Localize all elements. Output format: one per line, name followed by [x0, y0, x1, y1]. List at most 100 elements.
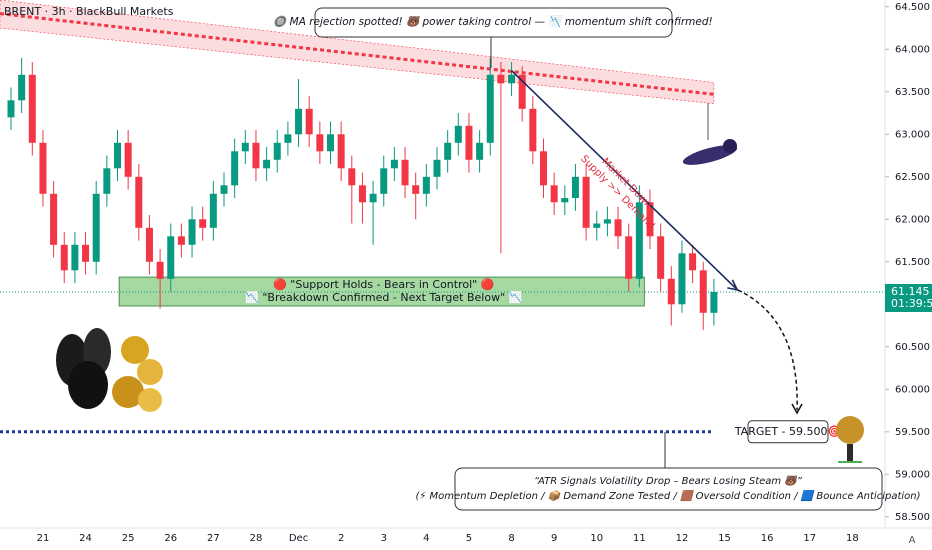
candle-body	[710, 291, 718, 313]
projection-curve	[737, 289, 798, 411]
x-tick-label: 27	[207, 533, 220, 544]
y-tick-label: 64.500	[895, 2, 930, 13]
candle-body	[646, 202, 654, 237]
candle-body	[252, 142, 260, 169]
x-tick-label: 2	[338, 533, 344, 544]
y-tick-label: 61.500	[895, 257, 930, 268]
candle-body	[60, 244, 68, 271]
x-tick-label: 28	[250, 533, 263, 544]
auto-scale-button[interactable]: A	[909, 535, 916, 546]
candle-body	[188, 219, 196, 245]
support-zone-text: 📉 "Breakdown Confirmed - Next Target Bel…	[245, 291, 523, 304]
candle-body	[401, 159, 409, 186]
last-price-tag	[885, 283, 932, 312]
candle-body	[114, 142, 121, 169]
trend-line	[510, 69, 738, 291]
candle-body	[454, 125, 462, 143]
candle-body	[177, 236, 185, 245]
candle-body	[508, 74, 516, 84]
x-tick-label: 15	[718, 533, 731, 544]
candle-body	[657, 236, 665, 279]
candle-body	[678, 253, 686, 305]
candle-body	[561, 198, 569, 203]
candle-body	[18, 74, 26, 101]
candle-body	[220, 185, 228, 194]
candle-body	[199, 219, 207, 228]
candle-body	[699, 270, 707, 313]
candle-body	[529, 108, 537, 152]
candle-body	[380, 168, 388, 194]
candle-body	[39, 142, 47, 194]
y-tick-label: 64.000	[895, 44, 930, 55]
candle-body	[209, 193, 217, 228]
x-tick-label: Dec	[289, 533, 308, 544]
x-tick-label: 5	[466, 533, 472, 544]
candle-body	[92, 193, 100, 262]
candle-body	[444, 142, 452, 160]
y-tick-label: 58.500	[895, 512, 930, 523]
x-tick-label: 24	[79, 533, 92, 544]
candle-body	[593, 223, 601, 228]
ma-line	[0, 12, 715, 96]
oil-picture	[55, 323, 163, 415]
x-tick-label: 9	[551, 533, 557, 544]
candle-body	[156, 261, 164, 279]
candle-body	[135, 176, 143, 228]
x-tick-label: 26	[164, 533, 177, 544]
y-tick-label: 63.500	[895, 87, 930, 98]
projection-arrowhead	[791, 403, 803, 415]
candle-body	[390, 159, 398, 169]
ma-band	[0, 0, 715, 105]
candle-body	[284, 134, 292, 143]
x-tick-label: 21	[37, 533, 50, 544]
candle-body	[486, 74, 494, 143]
candle-body	[28, 74, 36, 143]
candle-body	[476, 142, 484, 160]
candle-body	[635, 202, 643, 279]
candle-body	[305, 108, 313, 135]
candle-body	[124, 142, 132, 177]
candle-body	[7, 100, 15, 118]
candle-body	[337, 134, 345, 169]
bottom-callout-list: (⚡ Momentum Depletion / 📦 Demand Zone Te…	[415, 489, 920, 502]
bottom-callout-title: “ATR Signals Volatility Drop – Bears Los…	[534, 474, 803, 487]
chart-title: BRENT · 3h · BlackBull Markets	[4, 5, 174, 18]
trend-arrowhead	[727, 279, 739, 291]
skydiver-icon	[682, 103, 738, 165]
y-tick-label: 59.500	[895, 427, 930, 438]
support-zone-text: 🔴 "Support Holds - Bears in Control" 🔴	[273, 278, 495, 291]
y-tick-label: 60.500	[895, 342, 930, 353]
x-tick-label: 17	[803, 533, 816, 544]
candle-body	[71, 244, 79, 271]
candle-body	[497, 74, 505, 84]
candle-body	[103, 168, 111, 194]
candle-body	[412, 185, 420, 194]
candle-body	[422, 176, 430, 194]
x-tick-label: 16	[761, 533, 774, 544]
target-label-box	[747, 420, 829, 444]
candle-body	[433, 159, 441, 177]
candle-body	[571, 176, 579, 199]
y-tick-label: 60.000	[895, 384, 930, 395]
x-tick-label: 12	[676, 533, 689, 544]
x-tick-label: 25	[122, 533, 135, 544]
candle-body	[273, 142, 281, 160]
y-tick-label: 63.000	[895, 129, 930, 140]
main-layer: 🔴 "Support Holds - Bears in Control" 🔴📉 …	[7, 57, 932, 444]
candle-body	[582, 176, 590, 228]
top-callout-box	[314, 7, 673, 38]
candle-body	[550, 185, 558, 203]
y-tick-label: 62.500	[895, 172, 930, 183]
target-label: TARGET - 59.500🎯	[734, 425, 842, 438]
money-man-icon	[836, 416, 864, 463]
x-tick-label: 3	[381, 533, 387, 544]
candle-body	[369, 193, 377, 203]
candle-body	[82, 244, 90, 262]
y-tick-label: 59.000	[895, 469, 930, 480]
candle-body	[348, 168, 356, 186]
candle-body	[145, 227, 153, 262]
candle-body	[231, 151, 239, 186]
last-price-label: 61.145	[891, 285, 930, 298]
